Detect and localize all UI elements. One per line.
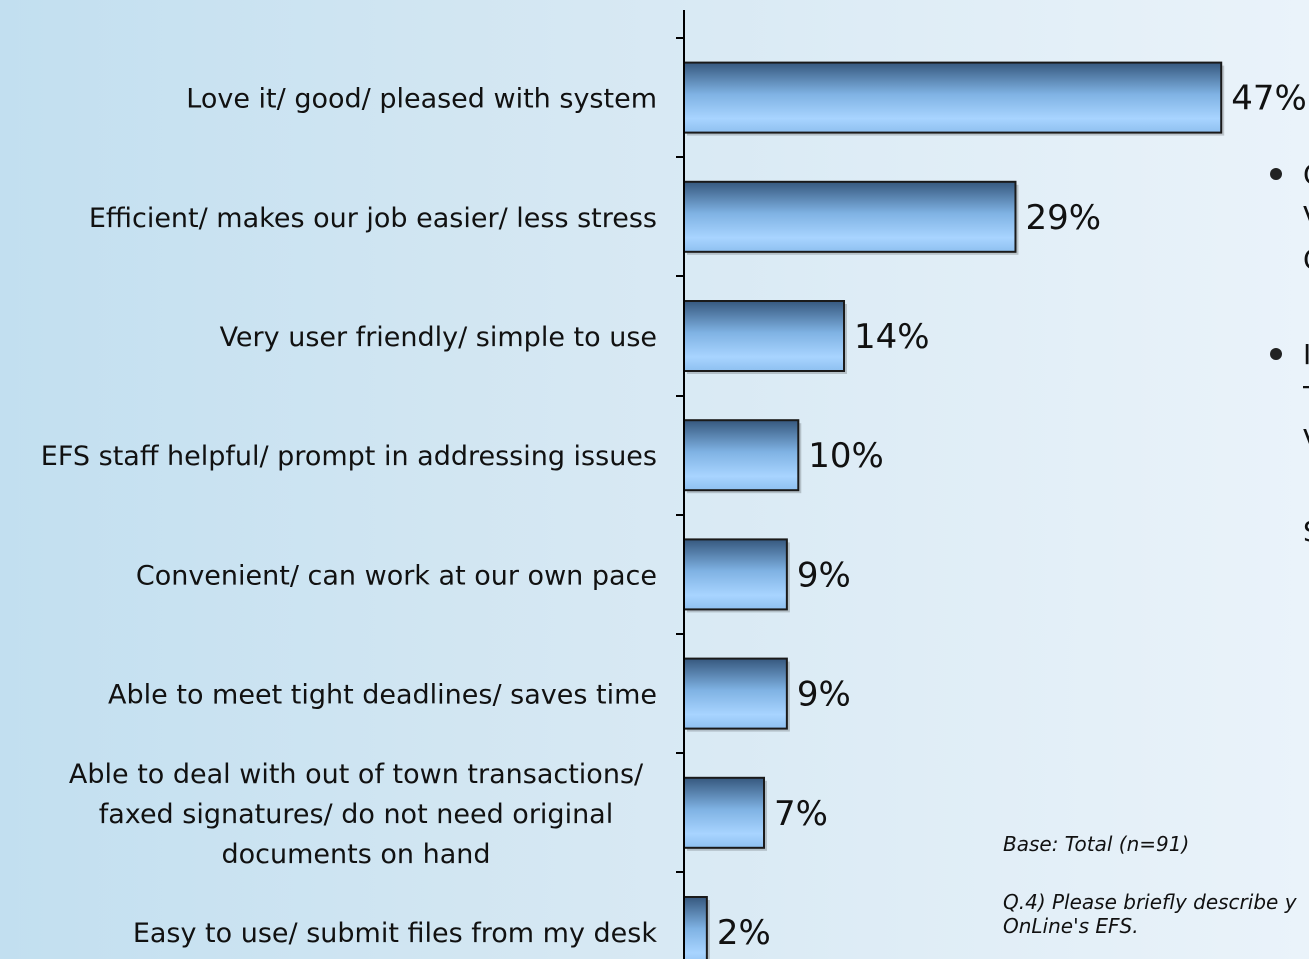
category-label: Able to deal with out of town transactio… [69,759,644,790]
bar-value-label: 14% [854,317,930,357]
bar [683,61,1223,134]
bar-value-label: 9% [797,675,851,715]
category-label: EFS staff helpful/ prompt in addressing … [41,441,657,472]
side-text-fragment: V [1303,200,1309,233]
bar-value-label: 7% [774,794,828,834]
bar-value-label: 47% [1231,79,1307,119]
category-label: Able to meet tight deadlines/ saves time [108,680,657,711]
category-label: faxed signatures/ do not need original [99,799,613,830]
bar [683,657,788,730]
side-text-fragment: C [1303,158,1309,191]
bar [683,896,708,959]
bar [683,776,766,849]
category-label: documents on hand [222,839,491,870]
question-note-line2: OnLine's EFS. [1003,914,1139,938]
bar [683,180,1017,253]
bar [683,300,846,372]
bullet-icon [1270,348,1282,360]
bullet-icon [1270,168,1282,180]
bar [683,419,800,492]
bar-value-label: 10% [808,436,884,476]
category-label: Efficient/ makes our job easier/ less st… [89,203,657,234]
question-note-line1: Q.4) Please briefly describe y [1003,890,1297,914]
side-text-fragment: T [1303,380,1309,413]
side-text-fragment: I [1303,338,1309,371]
category-label: Love it/ good/ pleased with system [186,84,657,115]
side-text-fragment: S [1303,515,1309,548]
bar-value-label: 2% [717,913,771,953]
side-text-fragment: V [1303,423,1309,456]
bar-value-label: 29% [1025,198,1101,238]
side-text-fragment: C [1303,243,1309,276]
category-label: Convenient/ can work at our own pace [136,560,657,591]
category-label: Very user friendly/ simple to use [220,322,657,353]
base-note: Base: Total (n=91) [1003,832,1190,856]
category-label: Easy to use/ submit files from my desk [133,918,658,949]
bar-value-label: 9% [797,555,851,595]
bar [683,538,788,611]
